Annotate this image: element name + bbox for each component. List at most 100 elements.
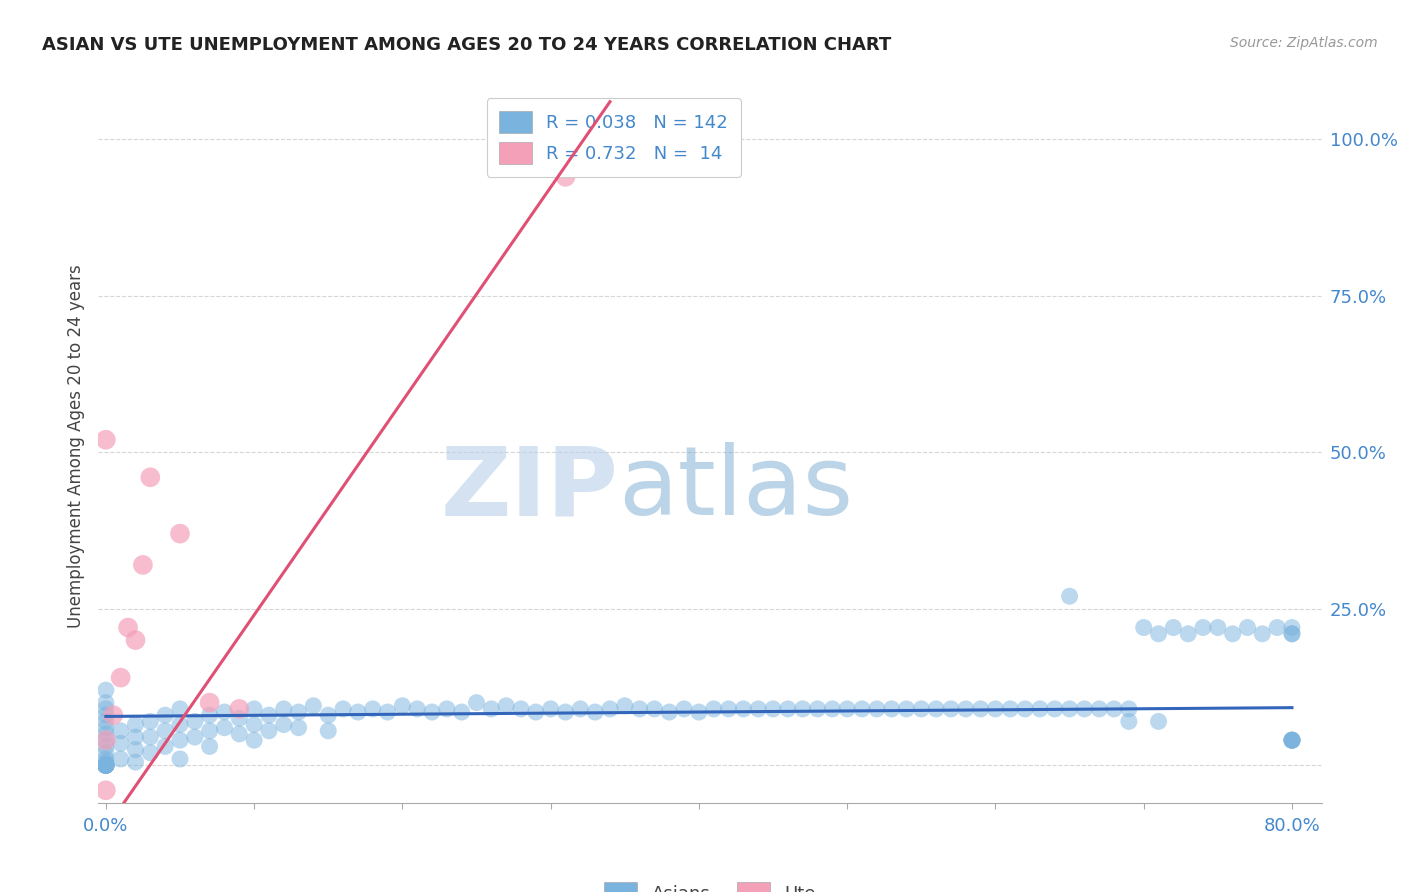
Point: [450, 705, 472, 719]
Point: [198, 739, 221, 754]
Point: [896, 702, 918, 716]
Point: [1014, 702, 1036, 716]
Point: [1192, 621, 1215, 635]
Point: [762, 702, 785, 716]
Point: [132, 558, 155, 572]
Point: [554, 705, 576, 719]
Point: [1222, 627, 1244, 641]
Point: [569, 702, 592, 716]
Point: [273, 702, 295, 716]
Point: [925, 702, 948, 716]
Point: [688, 705, 710, 719]
Point: [1147, 627, 1170, 641]
Point: [391, 698, 413, 713]
Point: [1177, 627, 1199, 641]
Point: [94, 758, 117, 772]
Point: [228, 711, 250, 725]
Point: [94, 746, 117, 760]
Point: [94, 758, 117, 772]
Point: [214, 705, 236, 719]
Point: [1132, 621, 1154, 635]
Point: [243, 717, 266, 731]
Point: [287, 705, 309, 719]
Point: [94, 758, 117, 772]
Point: [94, 696, 117, 710]
Point: [287, 721, 309, 735]
Point: [479, 702, 502, 716]
Point: [1281, 733, 1303, 747]
Point: [851, 702, 873, 716]
Point: [228, 727, 250, 741]
Point: [628, 702, 651, 716]
Point: [198, 696, 221, 710]
Point: [420, 705, 443, 719]
Point: [524, 705, 547, 719]
Point: [94, 758, 117, 772]
Point: [806, 702, 828, 716]
Point: [658, 705, 681, 719]
Point: [1000, 702, 1022, 716]
Point: [103, 708, 125, 723]
Point: [302, 698, 325, 713]
Point: [1281, 733, 1303, 747]
Point: [94, 758, 117, 772]
Point: [1281, 627, 1303, 641]
Point: [169, 733, 191, 747]
Point: [821, 702, 844, 716]
Point: [139, 730, 162, 744]
Point: [1029, 702, 1052, 716]
Point: [257, 708, 280, 723]
Point: [139, 714, 162, 729]
Point: [124, 755, 146, 769]
Point: [1118, 702, 1140, 716]
Point: [1281, 733, 1303, 747]
Point: [124, 730, 146, 744]
Point: [332, 702, 354, 716]
Point: [347, 705, 370, 719]
Point: [1147, 714, 1170, 729]
Point: [243, 733, 266, 747]
Point: [184, 714, 207, 729]
Point: [1163, 621, 1185, 635]
Point: [733, 702, 755, 716]
Point: [643, 702, 665, 716]
Point: [94, 758, 117, 772]
Point: [465, 696, 488, 710]
Point: [124, 742, 146, 756]
Point: [94, 758, 117, 772]
Point: [184, 730, 207, 744]
Point: [94, 752, 117, 766]
Point: [406, 702, 429, 716]
Point: [1236, 621, 1258, 635]
Point: [94, 758, 117, 772]
Point: [94, 758, 117, 772]
Text: ZIP: ZIP: [440, 442, 619, 535]
Point: [110, 671, 132, 685]
Point: [94, 702, 117, 716]
Point: [124, 717, 146, 731]
Point: [257, 723, 280, 738]
Point: [316, 723, 339, 738]
Point: [583, 705, 606, 719]
Point: [955, 702, 977, 716]
Point: [377, 705, 399, 719]
Point: [1281, 733, 1303, 747]
Point: [1073, 702, 1095, 716]
Point: [1251, 627, 1274, 641]
Point: [361, 702, 384, 716]
Point: [436, 702, 458, 716]
Point: [673, 702, 696, 716]
Point: [94, 758, 117, 772]
Point: [198, 708, 221, 723]
Point: [613, 698, 636, 713]
Point: [984, 702, 1007, 716]
Point: [747, 702, 769, 716]
Point: [1281, 733, 1303, 747]
Point: [1281, 627, 1303, 641]
Y-axis label: Unemployment Among Ages 20 to 24 years: Unemployment Among Ages 20 to 24 years: [66, 264, 84, 628]
Point: [1206, 621, 1229, 635]
Point: [94, 783, 117, 797]
Point: [554, 169, 576, 184]
Point: [94, 733, 117, 747]
Point: [169, 752, 191, 766]
